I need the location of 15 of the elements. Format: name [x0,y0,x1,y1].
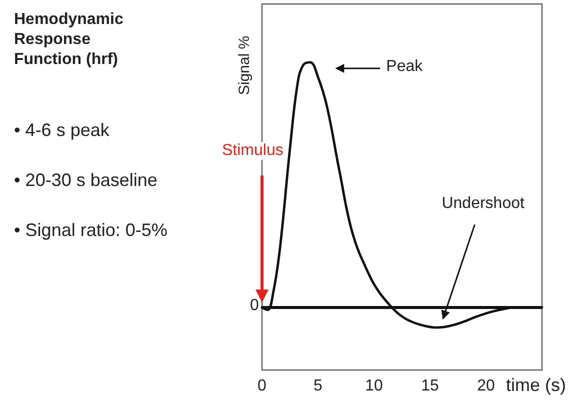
text: • Signal ratio: 0-5% [14,220,168,241]
annotation: Stimulus [222,142,284,160]
y-axis-title: Signal % [236,36,253,95]
text: Hemodynamic Response Function (hrf) [14,10,124,70]
text: • 4-6 s peak [14,120,110,141]
x-tick-label: 0 [258,378,267,394]
text: • 20-30 s baseline [14,170,158,191]
annotation: Undershoot [442,194,524,213]
x-tick-label: 20 [477,378,495,394]
x-tick-label: 5 [314,378,323,394]
x-axis-title: time (s) [506,375,566,396]
x-tick-label: 15 [421,378,439,394]
x-tick-label: 10 [365,378,383,394]
annotation: Peak [386,58,423,76]
annotation: 0 [250,297,259,316]
